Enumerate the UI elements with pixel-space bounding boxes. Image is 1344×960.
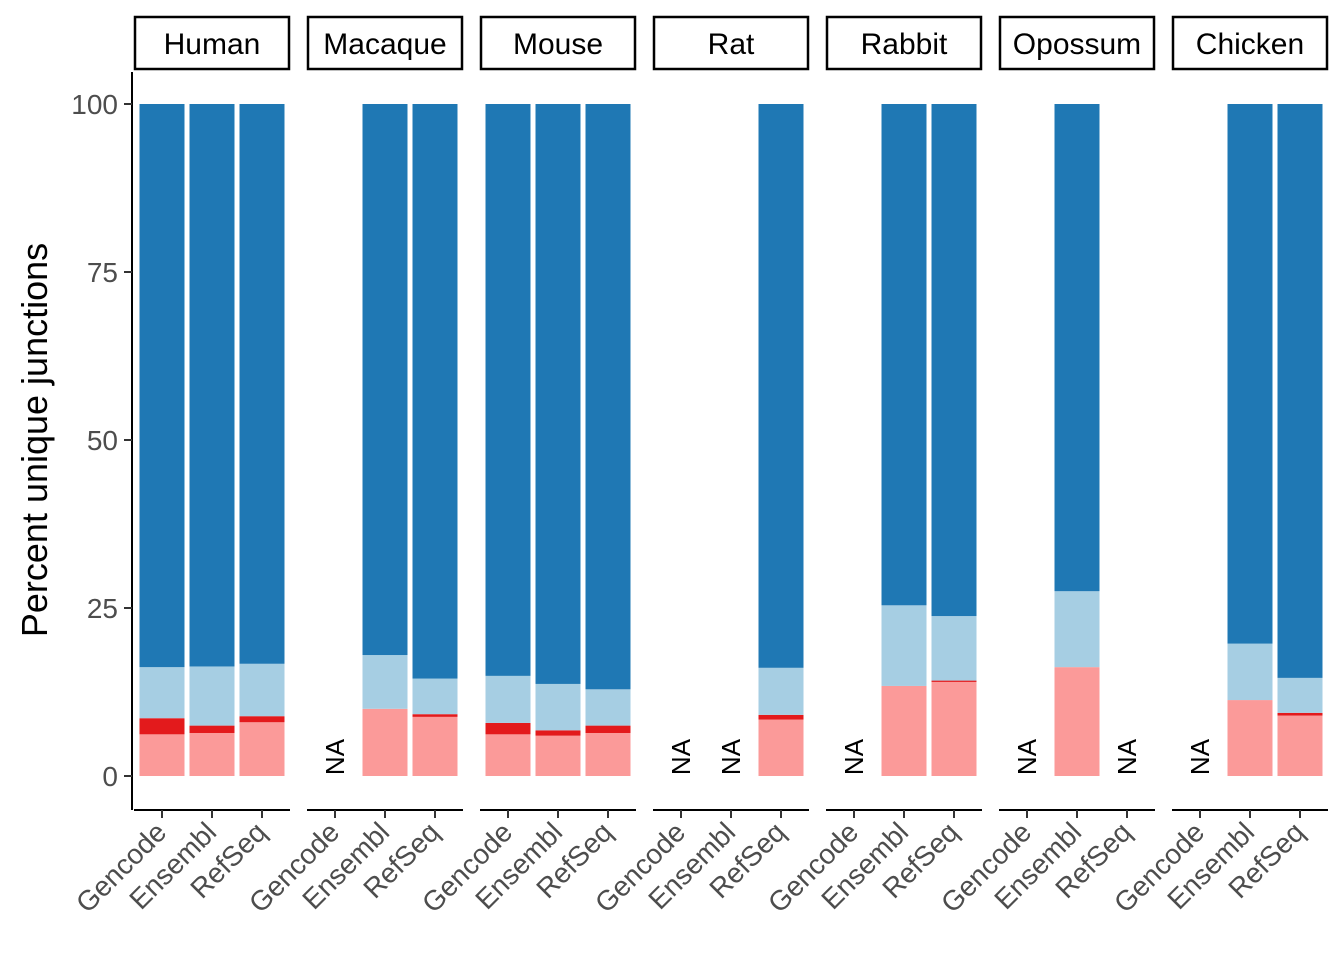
bar-segment <box>362 708 408 776</box>
facet-strip-label: Rabbit <box>861 28 948 61</box>
facet-strip-box <box>998 15 1156 71</box>
facet-strip-label: Human <box>164 28 261 61</box>
bar-segment <box>189 666 235 726</box>
bar-segment <box>1227 700 1273 776</box>
bar-segment <box>1277 715 1323 776</box>
bar-segment <box>931 681 977 776</box>
na-label: NA <box>1185 738 1215 775</box>
bar-segment <box>758 667 804 715</box>
facet-strip-label: Chicken <box>1196 28 1304 61</box>
facet-strip-label: Macaque <box>323 28 446 61</box>
bar-segment <box>1277 104 1323 678</box>
bar-segment <box>412 716 458 776</box>
na-label: NA <box>1112 738 1142 775</box>
bar-segment <box>758 714 804 720</box>
facet-strip-box <box>652 15 810 71</box>
bar-segment <box>1227 643 1273 701</box>
bar-segment <box>535 683 581 731</box>
y-tick-label: 25 <box>87 593 118 624</box>
na-label: NA <box>1012 738 1042 775</box>
facet-strip-box <box>1171 15 1329 71</box>
bar-segment <box>189 104 235 667</box>
bar-segment <box>881 685 927 776</box>
facet-strip-label: Mouse <box>513 28 603 61</box>
bar-segment <box>535 104 581 684</box>
bar-segment <box>881 605 927 686</box>
bar-segment <box>139 734 185 776</box>
bar-segment <box>585 725 631 733</box>
bar-segment <box>139 104 185 668</box>
y-axis-title: Percent unique junctions <box>14 243 55 637</box>
facet-strip-label: Rat <box>708 28 755 61</box>
facet-strip-box <box>133 15 291 71</box>
bar-segment <box>239 716 285 723</box>
bar-segment <box>412 678 458 715</box>
y-tick-label: 0 <box>102 761 118 792</box>
bar-segment <box>535 730 581 736</box>
y-axis: 0 25 50 75 100 <box>71 72 133 810</box>
facet-panels: HumanGencodeEnsemblRefSeqMacaqueNAGencod… <box>70 15 1329 919</box>
na-label: NA <box>716 738 746 775</box>
bar-segment <box>362 104 408 656</box>
bar-segment <box>1227 104 1273 644</box>
bar-segment <box>189 732 235 776</box>
bar-segment <box>535 735 581 776</box>
bar-segment <box>485 104 531 676</box>
bar-segment <box>1277 712 1323 716</box>
na-label: NA <box>666 738 696 775</box>
bar-segment <box>758 104 804 668</box>
bar-segment <box>239 104 285 664</box>
bar-segment <box>412 104 458 679</box>
na-label: NA <box>320 738 350 775</box>
y-tick-label: 100 <box>71 89 118 120</box>
facet-strip-box <box>306 15 464 71</box>
bar-segment <box>585 689 631 726</box>
facet-strip-box <box>479 15 637 71</box>
bar-segment <box>1054 667 1100 776</box>
bar-segment <box>362 655 408 709</box>
bar-segment <box>139 667 185 719</box>
y-tick-label: 50 <box>87 425 118 456</box>
bar-segment <box>1054 591 1100 668</box>
bar-segment <box>585 732 631 776</box>
na-label: NA <box>839 738 869 775</box>
bar-segment <box>239 663 285 717</box>
bar-segment <box>485 722 531 735</box>
bar-segment <box>485 675 531 723</box>
bar-segment <box>189 725 235 733</box>
bar-segment <box>881 104 927 606</box>
bar-segment <box>931 616 977 681</box>
bar-segment <box>1054 104 1100 592</box>
y-tick-label: 75 <box>87 257 118 288</box>
bar-segment <box>485 734 531 776</box>
bar-segment <box>585 104 631 690</box>
facet-strip-box <box>825 15 983 71</box>
bar-segment <box>1277 677 1323 713</box>
bar-segment <box>239 722 285 776</box>
bar-segment <box>139 718 185 735</box>
facet-strip-label: Opossum <box>1013 28 1141 61</box>
bar-segment <box>412 714 458 717</box>
bar-segment <box>931 104 977 617</box>
bar-segment <box>931 680 977 682</box>
bar-segment <box>758 719 804 776</box>
